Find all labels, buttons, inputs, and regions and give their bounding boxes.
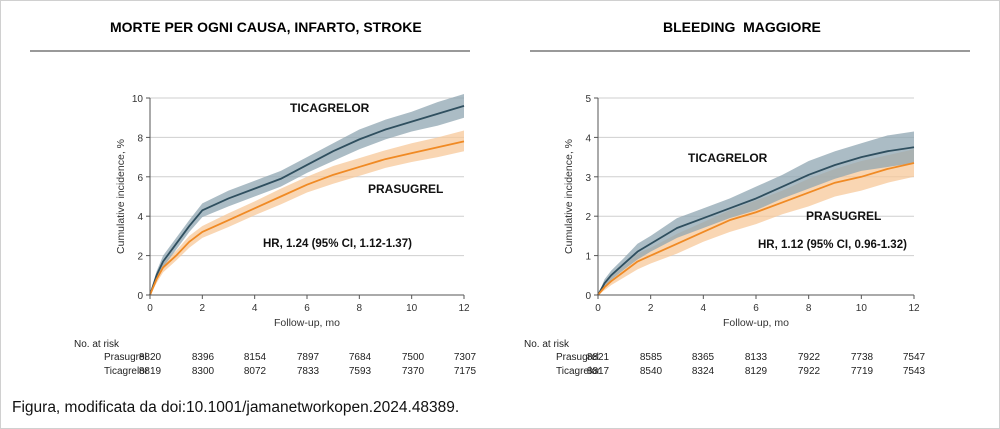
x-tick-label: 2 <box>648 303 654 314</box>
ticagrelor-ci-band <box>598 131 914 295</box>
at-risk-value: 7593 <box>349 366 372 377</box>
at-risk-value: 7738 <box>851 352 874 363</box>
prasugrel-curve <box>597 162 915 296</box>
at-risk-value: 8365 <box>692 352 715 363</box>
at-risk-value: 7307 <box>454 352 477 363</box>
x-axis-label: Follow-up, mo <box>274 317 340 329</box>
y-tick-label: 2 <box>137 252 143 263</box>
at-risk-header: No. at risk <box>524 339 570 350</box>
panel-title: MORTE PER OGNI CAUSA, INFARTO, STROKE <box>110 19 422 35</box>
at-risk-value: 8129 <box>745 366 768 377</box>
at-risk-row-name: Prasugrel <box>104 352 147 363</box>
x-tick-label: 8 <box>806 303 812 314</box>
at-risk-value: 8817 <box>587 366 610 377</box>
y-tick-label: 6 <box>137 173 143 184</box>
at-risk-value: 7500 <box>402 352 425 363</box>
y-axis-label: Cumulative incidence, % <box>115 139 127 254</box>
prasugrel-label: PRASUGREL <box>368 182 443 196</box>
at-risk-value: 7370 <box>402 366 425 377</box>
at-risk-row-name: Prasugrel <box>556 352 599 363</box>
ticagrelor-curve <box>597 146 915 296</box>
at-risk-value: 7175 <box>454 366 477 377</box>
y-tick-label: 10 <box>132 94 144 105</box>
x-tick-label: 6 <box>304 303 310 314</box>
y-tick-label: 2 <box>585 212 591 223</box>
x-tick-label: 12 <box>908 303 920 314</box>
figure-caption: Figura, modificata da doi:10.1001/jamane… <box>12 399 460 416</box>
at-risk-value: 8324 <box>692 366 715 377</box>
at-risk-row-name: Ticagrelor <box>556 366 601 377</box>
ticagrelor-label: TICAGRELOR <box>290 101 370 115</box>
prasugrel-label: PRASUGREL <box>806 209 881 223</box>
x-tick-label: 2 <box>200 303 206 314</box>
x-tick-label: 12 <box>458 303 470 314</box>
x-tick-label: 4 <box>701 303 707 314</box>
y-tick-label: 4 <box>137 212 143 223</box>
at-risk-value: 7897 <box>297 352 320 363</box>
at-risk-value: 7922 <box>798 352 821 363</box>
y-tick-label: 8 <box>137 133 143 144</box>
at-risk-value: 7922 <box>798 366 821 377</box>
hazard-ratio-label: HR, 1.24 (95% CI, 1.12-1.37) <box>263 238 412 250</box>
km-chart-composite: 0 2 4 6 8 10 12 0 2 4 6 8 10 Follow-up, mo Cumulative … <box>30 50 477 377</box>
prasugrel-ci-band <box>150 130 464 295</box>
at-risk-value: 7547 <box>903 352 926 363</box>
y-tick-label: 3 <box>585 173 591 184</box>
hazard-ratio-label: HR, 1.12 (95% CI, 0.96-1.32) <box>758 239 907 251</box>
panel-composite-endpoint: MORTE PER OGNI CAUSA, INFARTO, STROKE 0 2… <box>0 0 500 390</box>
at-risk-value: 8072 <box>244 366 267 377</box>
x-tick-label: 0 <box>595 303 601 314</box>
at-risk-value: 7833 <box>297 366 320 377</box>
at-risk-header: No. at risk <box>74 339 120 350</box>
at-risk-value: 8820 <box>139 352 162 363</box>
x-tick-label: 10 <box>856 303 868 314</box>
y-tick-label: 0 <box>585 291 591 302</box>
ticagrelor-ci-band <box>150 94 464 295</box>
y-tick-label: 1 <box>585 252 591 263</box>
y-axis-label: Cumulative incidence, % <box>563 139 575 254</box>
x-tick-label: 6 <box>753 303 759 314</box>
x-tick-label: 10 <box>406 303 418 314</box>
at-risk-value: 7719 <box>851 366 874 377</box>
prasugrel-ci-band <box>598 149 914 295</box>
at-risk-value: 8585 <box>640 352 663 363</box>
at-risk-value: 8396 <box>192 352 215 363</box>
y-tick-label: 4 <box>585 133 591 144</box>
at-risk-value: 8540 <box>640 366 663 377</box>
at-risk-value: 8821 <box>587 352 610 363</box>
at-risk-row-name: Ticagrelor <box>104 366 149 377</box>
y-tick-label: 0 <box>137 291 143 302</box>
x-tick-label: 8 <box>357 303 363 314</box>
x-axis-label: Follow-up, mo <box>723 317 789 329</box>
y-tick-label: 5 <box>585 94 591 105</box>
ticagrelor-curve <box>149 105 465 296</box>
x-tick-label: 4 <box>252 303 258 314</box>
at-risk-value: 8819 <box>139 366 162 377</box>
x-tick-label: 0 <box>147 303 153 314</box>
panel-title: BLEEDING MAGGIORE <box>663 19 821 35</box>
at-risk-value: 7543 <box>903 366 926 377</box>
ticagrelor-label: TICAGRELOR <box>688 151 768 165</box>
prasugrel-curve <box>149 140 465 296</box>
at-risk-value: 8154 <box>244 352 267 363</box>
at-risk-value: 7684 <box>349 352 372 363</box>
panel-major-bleeding: BLEEDING MAGGIORE 0 2 4 6 8 10 12 0 1 2 3 4 5 Follow-… <box>500 0 1000 390</box>
at-risk-value: 8133 <box>745 352 768 363</box>
at-risk-value: 8300 <box>192 366 215 377</box>
